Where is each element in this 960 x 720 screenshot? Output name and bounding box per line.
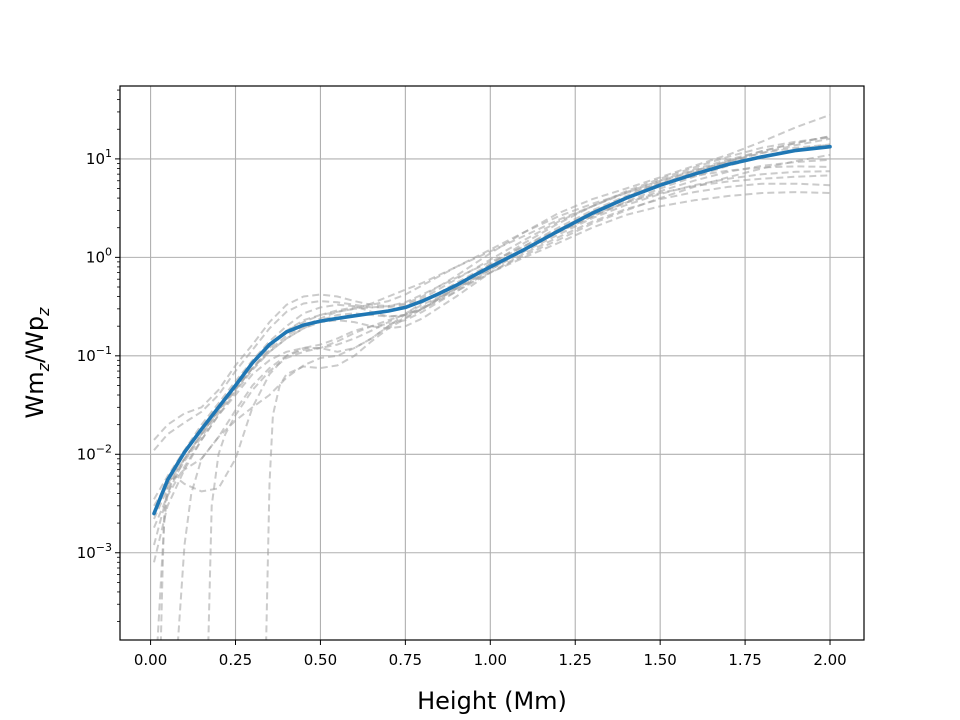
- x-tick-label: 1.00: [474, 651, 507, 669]
- sample-series-line: [265, 143, 831, 640]
- sample-series-line: [153, 158, 831, 500]
- y-tick-label: 10−3: [77, 541, 112, 562]
- sample-series-line: [156, 143, 831, 640]
- x-tick-label: 2.00: [813, 651, 846, 669]
- x-tick-label: 0.25: [219, 651, 252, 669]
- mean-series-line: [152, 144, 832, 516]
- y-axis: 10−3 10−2 10−1 100 101: [77, 147, 120, 562]
- sample-series-line: [153, 137, 831, 451]
- y-tick-label: 10−1: [77, 344, 112, 365]
- sample-series-line: [153, 136, 831, 528]
- x-tick-label: 1.50: [643, 651, 676, 669]
- sample-series-line: [177, 170, 831, 640]
- y-axis-title: Wmz/Wpz: [21, 307, 53, 419]
- y-tick-label: 100: [86, 245, 112, 266]
- x-tick-label: 1.25: [559, 651, 592, 669]
- sample-series-line: [159, 135, 831, 640]
- sample-series-line: [153, 135, 831, 563]
- x-axis-title: Height (Mm): [417, 687, 567, 715]
- x-tick-label: 1.75: [728, 651, 761, 669]
- x-tick-label: 0.75: [389, 651, 422, 669]
- y-tick-label: 101: [86, 147, 112, 168]
- x-tick-label: 0.00: [134, 651, 167, 669]
- sample-series-line: [153, 191, 831, 507]
- x-axis: 0.00 0.25 0.50 0.75 1.00 1.25 1.50 1.75 2.00: [134, 640, 847, 669]
- mean-series-group: [152, 144, 832, 516]
- x-tick-label: 0.50: [304, 651, 337, 669]
- sample-series-line: [207, 153, 831, 640]
- y-tick-label: 10−2: [77, 442, 112, 463]
- sample-series-line: [153, 174, 831, 520]
- plot-frame: [119, 85, 865, 641]
